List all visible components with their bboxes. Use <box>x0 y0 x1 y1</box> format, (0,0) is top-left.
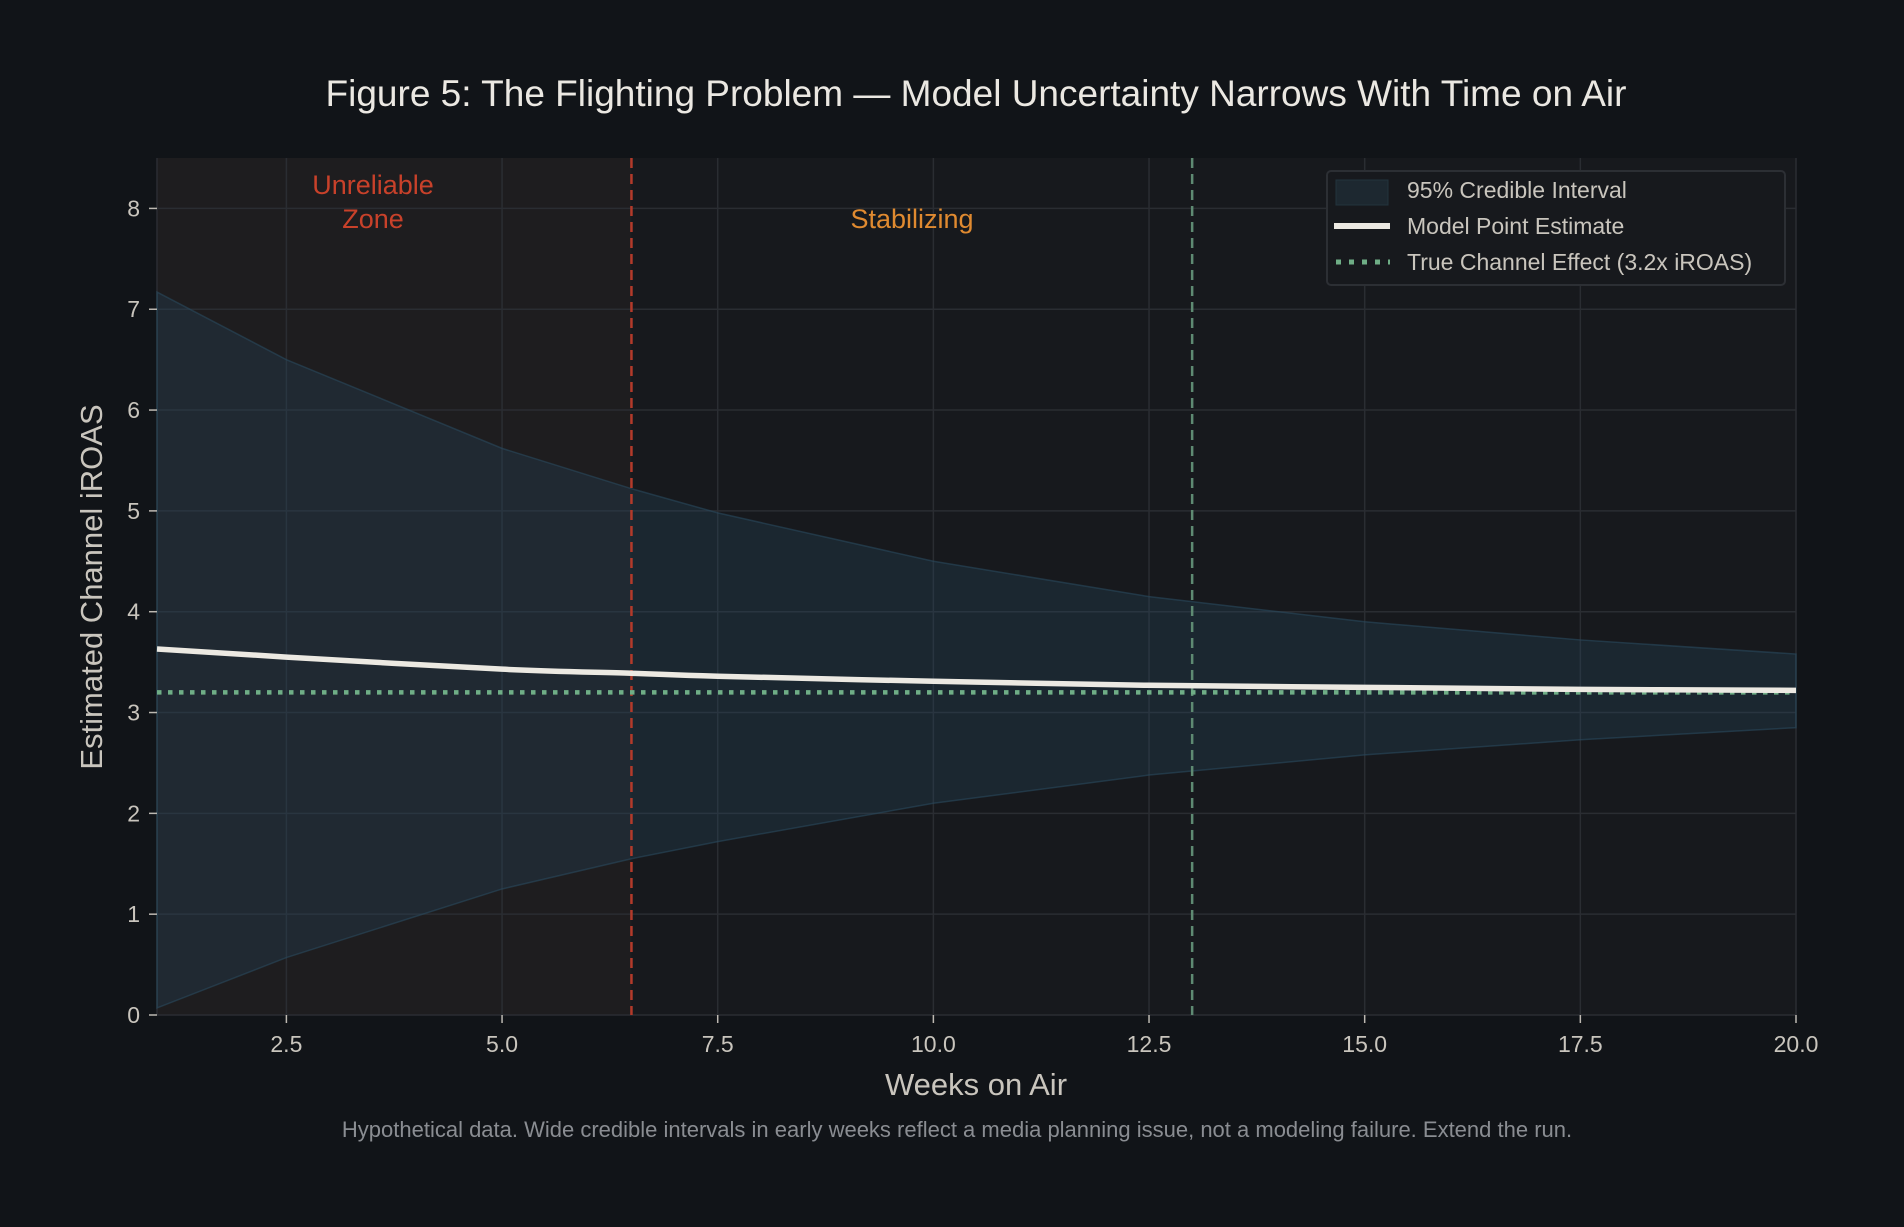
unreliable-zone-shade <box>157 158 632 1015</box>
x-tick-label: 20.0 <box>1774 1031 1819 1057</box>
y-tick-label: 2 <box>127 800 140 826</box>
axis-ticks: 2.5 5.0 7.5 10.0 12.5 15.0 17.5 20.0 0 1 2 3 4 5 6 7 8 <box>127 195 1818 1057</box>
credible-interval-area <box>156 290 1797 1010</box>
x-axis-label: Weeks on Air <box>885 1067 1067 1102</box>
y-tick-label: 3 <box>127 700 140 726</box>
y-tick-label: 5 <box>127 498 140 524</box>
legend-label-band: 95% Credible Interval <box>1407 177 1627 203</box>
y-tick-label: 1 <box>127 901 140 927</box>
series-lines <box>156 646 1797 695</box>
x-tick-label: 12.5 <box>1127 1031 1172 1057</box>
chart-title: Figure 5: The Flighting Problem — Model … <box>326 73 1627 114</box>
shaded-region <box>157 158 632 1015</box>
legend-frame <box>1326 170 1786 286</box>
annotation-unreliable-line2: Zone <box>342 204 404 234</box>
x-tick-label: 7.5 <box>702 1031 734 1057</box>
legend-label-true-effect: True Channel Effect (3.2x iROAS) <box>1407 249 1752 275</box>
y-tick-label: 6 <box>127 397 140 423</box>
x-tick-label: 15.0 <box>1342 1031 1387 1057</box>
credible-interval-band <box>156 290 1797 1010</box>
y-tick-label: 0 <box>127 1002 140 1028</box>
legend-swatch-band <box>1335 179 1389 206</box>
x-tick-label: 10.0 <box>911 1031 956 1057</box>
y-tick-label: 7 <box>127 296 140 322</box>
y-tick-label: 8 <box>127 195 140 221</box>
point-estimate-line <box>156 646 1797 694</box>
legend-label-estimate: Model Point Estimate <box>1407 213 1624 239</box>
x-tick-label: 17.5 <box>1558 1031 1603 1057</box>
legend: 95% Credible Interval Model Point Estima… <box>1326 170 1786 286</box>
annotation-unreliable-line1: Unreliable <box>312 170 434 200</box>
x-tick-label: 2.5 <box>270 1031 302 1057</box>
y-axis-label: Estimated Channel iROAS <box>74 404 109 769</box>
y-tick-label: 4 <box>127 599 140 625</box>
footnote: Hypothetical data. Wide credible interva… <box>342 1117 1572 1142</box>
annotation-stabilizing: Stabilizing <box>850 204 973 234</box>
x-tick-label: 5.0 <box>486 1031 518 1057</box>
